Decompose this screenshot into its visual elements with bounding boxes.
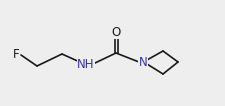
Text: F: F	[13, 49, 19, 61]
Text: N: N	[139, 56, 147, 68]
Text: NH: NH	[77, 59, 95, 72]
Text: O: O	[111, 26, 121, 38]
